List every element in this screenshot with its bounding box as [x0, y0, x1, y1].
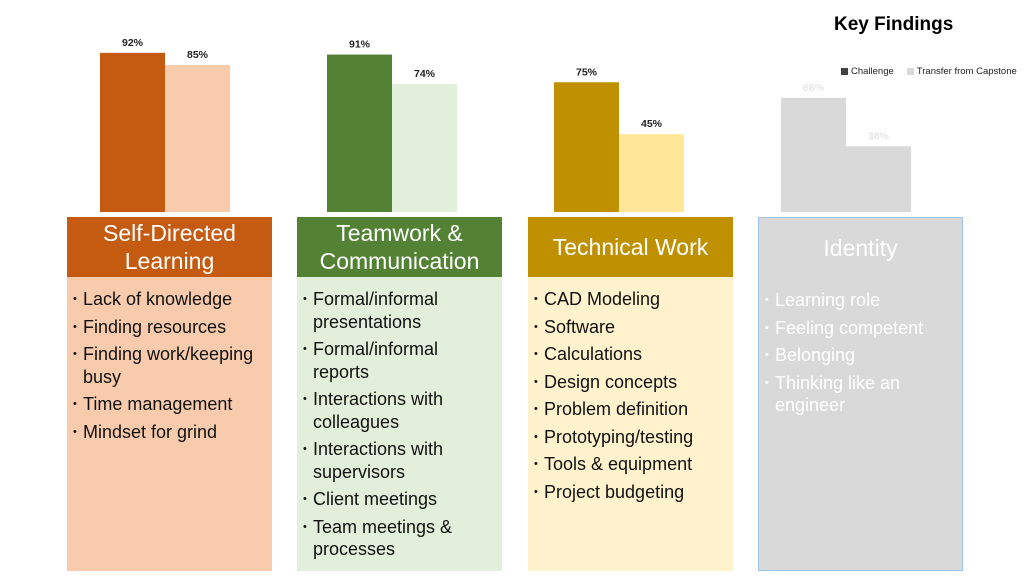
list-item: Finding resources: [73, 316, 266, 339]
list-item: Interactions with colleagues: [303, 388, 496, 433]
legend-label-transfer: Transfer from Capstone: [916, 66, 1017, 77]
bar-transfer-0: [165, 64, 230, 212]
bar-challenge-2: [554, 82, 619, 212]
list-item: Team meetings & processes: [303, 516, 496, 561]
list-item: Time management: [73, 393, 266, 416]
list-item: Calculations: [534, 343, 727, 366]
bar-chart: 92% 85% 91% 74% 75% 45% 66% 38%: [100, 37, 911, 213]
data-label-transfer-1: 74%: [414, 68, 436, 80]
data-label-challenge-0: 92%: [122, 37, 144, 49]
item-list: CAD Modeling Software Calculations Desig…: [528, 277, 733, 503]
list-item: Client meetings: [303, 488, 496, 511]
list-item: Feeling competent: [765, 317, 956, 340]
bar-challenge-0: [100, 52, 165, 213]
data-label-challenge-3: 66%: [803, 82, 825, 94]
column-teamwork-communication: Teamwork & Communication Formal/informal…: [297, 217, 502, 571]
bar-challenge-3: [781, 97, 846, 212]
legend-item-challenge: Challenge: [841, 66, 894, 77]
list-item: Belonging: [765, 344, 956, 367]
column-technical-work: Technical Work CAD Modeling Software Cal…: [528, 217, 733, 571]
list-item: CAD Modeling: [534, 288, 727, 311]
list-item: Formal/informal reports: [303, 338, 496, 383]
list-item: Mindset for grind: [73, 421, 266, 444]
bar-challenge-1: [327, 54, 392, 212]
legend-swatch-transfer: [906, 68, 914, 75]
chart-legend: Challenge Transfer from Capstone: [841, 66, 1017, 77]
list-item: Software: [534, 316, 727, 339]
list-item: Tools & equipment: [534, 453, 727, 476]
column-heading: Self-Directed Learning: [67, 217, 272, 277]
list-item: Thinking like an engineer: [765, 372, 956, 417]
list-item: Problem definition: [534, 398, 727, 421]
list-item: Project budgeting: [534, 481, 727, 504]
data-label-transfer-0: 85%: [187, 49, 209, 61]
data-label-transfer-2: 45%: [641, 118, 663, 130]
bar-transfer-2: [619, 134, 684, 212]
bar-transfer-1: [392, 83, 457, 212]
data-label-challenge-2: 75%: [576, 66, 598, 78]
column-identity: Identity Learning role Feeling competent…: [758, 217, 963, 571]
legend-item-transfer: Transfer from Capstone: [906, 66, 1017, 77]
list-item: Formal/informal presentations: [303, 288, 496, 333]
data-label-challenge-1: 91%: [349, 39, 371, 51]
bar-transfer-3: [846, 146, 911, 212]
list-item: Design concepts: [534, 371, 727, 394]
list-item: Lack of knowledge: [73, 288, 266, 311]
item-list: Lack of knowledge Finding resources Find…: [67, 277, 272, 443]
list-item: Prototyping/testing: [534, 426, 727, 449]
chart-title: Key Findings: [834, 14, 954, 35]
legend-label-challenge: Challenge: [851, 66, 894, 77]
list-item: Interactions with supervisors: [303, 438, 496, 483]
column-heading: Teamwork & Communication: [297, 217, 502, 277]
column-heading: Identity: [759, 218, 962, 278]
column-self-directed-learning: Self-Directed Learning Lack of knowledge…: [67, 217, 272, 571]
list-item: Finding work/keeping busy: [73, 343, 266, 388]
column-heading: Technical Work: [528, 217, 733, 277]
list-item: Learning role: [765, 289, 956, 312]
item-list: Formal/informal presentations Formal/inf…: [297, 277, 502, 561]
data-label-transfer-3: 38%: [868, 130, 890, 142]
legend-swatch-challenge: [841, 68, 848, 75]
item-list: Learning role Feeling competent Belongin…: [759, 278, 962, 417]
